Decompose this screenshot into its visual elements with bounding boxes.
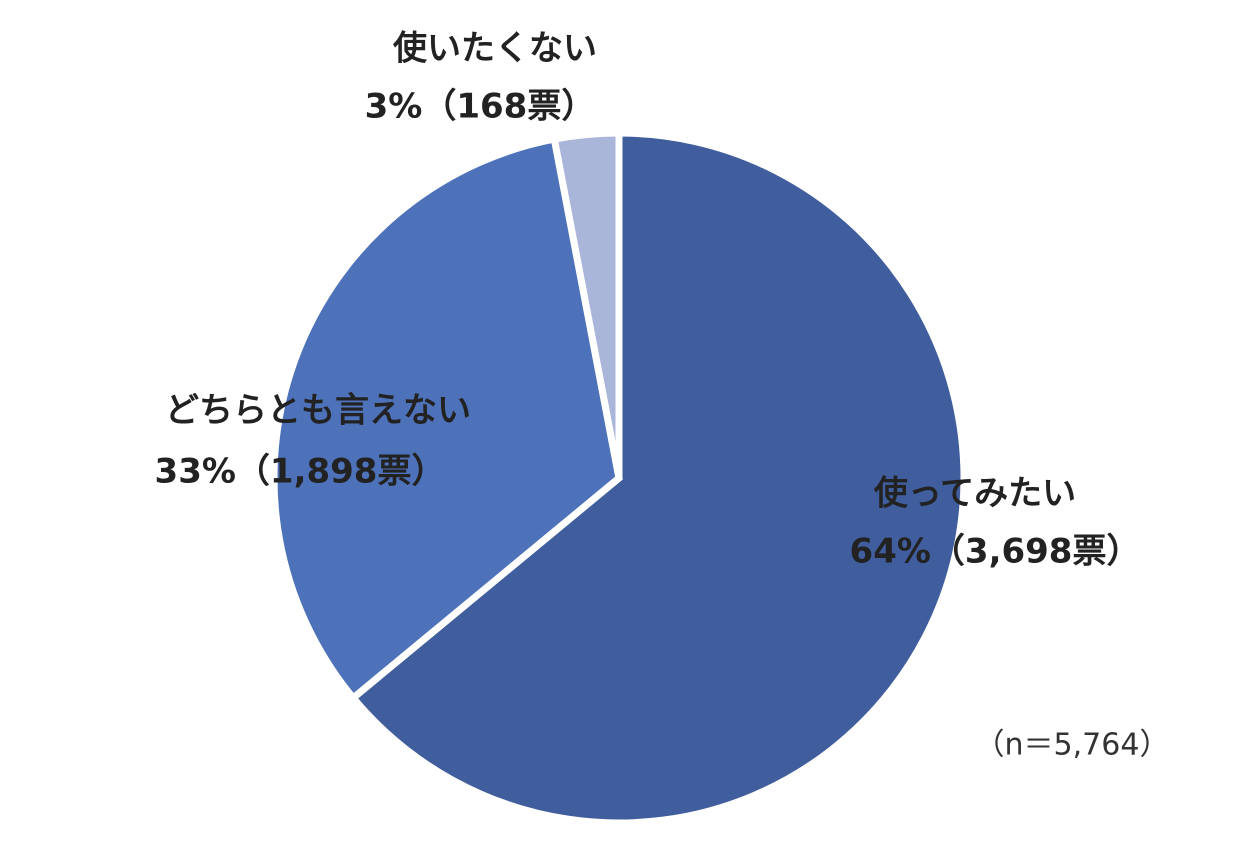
value-label: 64%（3,698票） — [850, 532, 1141, 572]
annotation: （n＝5,764） — [975, 728, 1170, 763]
value-label: 3%（168票） — [365, 87, 596, 127]
slice-label: どちらとも言えない — [165, 391, 471, 431]
pie-slice — [270, 135, 623, 703]
slice-label: 使ってみたい — [873, 474, 1076, 514]
slice-label: 使いたくない — [392, 29, 597, 69]
value-label: 33%（1,898票） — [155, 452, 446, 492]
pie-slice — [550, 129, 623, 479]
pie-slice — [348, 129, 968, 827]
